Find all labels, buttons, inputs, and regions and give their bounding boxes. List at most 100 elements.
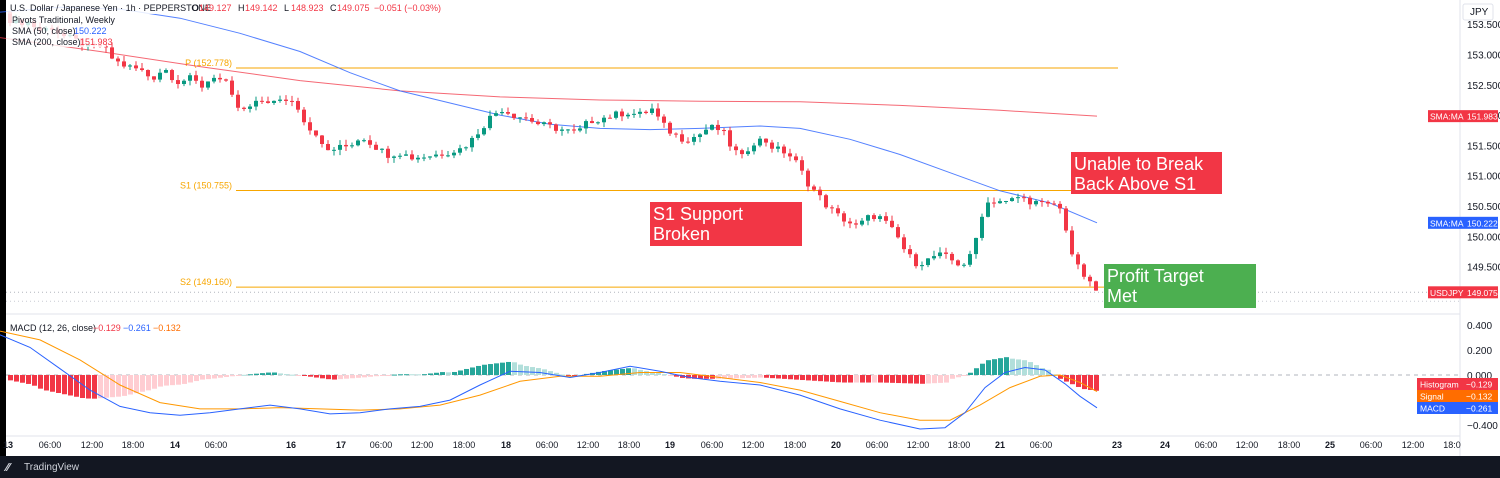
macd-histogram-bar	[284, 374, 289, 376]
candle-body	[794, 156, 798, 161]
price-badge-value: 150.222	[1467, 218, 1498, 228]
candle-body	[518, 117, 522, 119]
candle-body	[542, 122, 546, 125]
macd-histogram-bar	[152, 375, 157, 389]
price-badge[interactable]	[1428, 286, 1498, 299]
candle-body	[896, 227, 900, 238]
macd-histogram-bar	[104, 375, 109, 398]
annotation-box[interactable]	[650, 202, 802, 246]
indicator-legend-bg	[6, 14, 106, 25]
candle-body	[488, 115, 492, 129]
candle-body	[566, 129, 570, 131]
macd-histogram-bar	[794, 375, 799, 380]
time-tick-label: 06:00	[701, 440, 724, 450]
macd-histogram-bar	[326, 375, 331, 380]
macd-histogram-bar	[410, 374, 415, 376]
candle-body	[1094, 281, 1098, 291]
candle-body	[284, 99, 288, 101]
annotation-text[interactable]: Profit Target	[1107, 266, 1204, 286]
macd-histogram-bar	[728, 375, 733, 379]
currency-label[interactable]: JPY	[1470, 7, 1489, 18]
macd-label[interactable]: MACD (12, 26, close)	[10, 323, 96, 333]
candle-body	[398, 155, 402, 157]
candle-body	[716, 124, 720, 131]
annotation-text[interactable]: Back Above S1	[1074, 174, 1196, 194]
macd-histogram-bar	[518, 364, 523, 375]
time-tick-label: 18:00	[1278, 440, 1301, 450]
macd-histogram-bar	[1088, 375, 1093, 390]
macd-histogram-bar	[188, 375, 193, 383]
tradingview-brand[interactable]: TradingView	[24, 462, 80, 473]
annotation-text[interactable]: Broken	[653, 224, 710, 244]
indicator-label[interactable]: SMA (50, close)	[12, 26, 76, 36]
tradingview-logo-icon[interactable]: ⁄⁄	[6, 461, 10, 474]
candle-body	[416, 157, 420, 160]
candle-body	[290, 100, 294, 102]
time-tick-label: 12:00	[411, 440, 434, 450]
candle-body	[242, 107, 246, 109]
candle-body	[812, 186, 816, 190]
price-badge-label: USDJPY	[1430, 288, 1464, 298]
price-tick-label: 150.000	[1467, 232, 1500, 243]
annotation-text[interactable]: S1 Support	[653, 204, 743, 224]
price-chart[interactable]: 153.500153.000152.500152.000151.500151.0…	[0, 0, 1500, 456]
macd-histogram-bar	[164, 375, 169, 386]
candle-body	[944, 252, 948, 254]
candle-body	[764, 138, 768, 143]
macd-histogram-bar	[86, 375, 91, 399]
macd-histogram-bar	[932, 375, 937, 384]
macd-histogram-bar	[122, 375, 127, 396]
candle-body	[590, 121, 594, 124]
candle-body	[410, 154, 414, 160]
candle-body	[1088, 276, 1092, 282]
macd-histogram-bar	[140, 375, 145, 392]
macd-histogram-bar	[134, 375, 139, 394]
indicator-label[interactable]: SMA (200, close)	[12, 37, 81, 47]
macd-histogram-bar	[212, 375, 217, 379]
macd-histogram-bar	[962, 375, 967, 376]
macd-histogram-bar	[992, 359, 997, 375]
candle-body	[1004, 201, 1008, 203]
candle-body	[626, 114, 630, 117]
macd-badge[interactable]	[1417, 402, 1498, 414]
macd-histogram-bar	[776, 375, 781, 379]
annotation-box[interactable]	[1104, 264, 1256, 308]
symbol-title[interactable]: U.S. Dollar / Japanese Yen · 1h · PEPPER…	[10, 3, 211, 13]
macd-histogram-bar	[80, 375, 85, 399]
candle-body	[680, 134, 684, 142]
macd-histogram-bar	[458, 370, 463, 375]
price-badge[interactable]	[1428, 216, 1498, 229]
macd-histogram-bar	[746, 375, 751, 378]
candle-body	[302, 109, 306, 123]
candle-body	[494, 113, 498, 116]
macd-histogram-bar	[824, 375, 829, 382]
candle-body	[1010, 198, 1014, 202]
candle-body	[908, 249, 912, 255]
candle-body	[848, 221, 852, 224]
indicator-label[interactable]: Pivots Traditional, Weekly	[12, 15, 115, 25]
currency-box[interactable]	[1462, 3, 1494, 21]
macd-histogram-bar	[614, 369, 619, 375]
candle-body	[110, 47, 114, 59]
macd-histogram-bar	[50, 375, 55, 392]
macd-badge[interactable]	[1417, 378, 1498, 390]
annotation-text[interactable]: Met	[1107, 286, 1137, 306]
time-tick-label: 12:00	[81, 440, 104, 450]
candle-body	[428, 156, 432, 158]
pivot-level-label: S2 (149.160)	[180, 277, 232, 287]
candle-body	[866, 215, 870, 221]
macd-histogram-bar	[944, 375, 949, 383]
annotation-text[interactable]: Unable to Break	[1074, 154, 1204, 174]
macd-histogram-bar	[842, 375, 847, 383]
annotation-box[interactable]	[1071, 152, 1222, 194]
macd-histogram-bar	[32, 375, 37, 386]
candle-body	[230, 80, 234, 95]
macd-histogram-bar	[20, 375, 25, 383]
candle-body	[356, 140, 360, 146]
macd-badge[interactable]	[1417, 390, 1498, 402]
macd-histogram-bar	[248, 374, 253, 376]
price-badge[interactable]	[1428, 110, 1498, 123]
time-tick-label: 06:00	[370, 440, 393, 450]
macd-histogram-bar	[464, 368, 469, 375]
